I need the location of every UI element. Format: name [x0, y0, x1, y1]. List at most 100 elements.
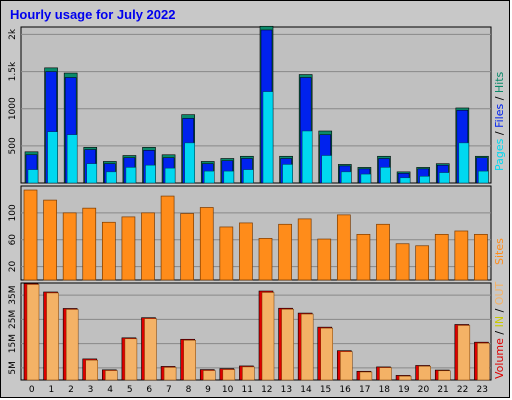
bar-sites	[101, 221, 116, 281]
bar-sites	[376, 223, 390, 281]
bar-out	[144, 318, 157, 381]
plot-area	[20, 185, 492, 281]
bar-out	[242, 366, 255, 381]
x-tick-label: 6	[146, 385, 152, 395]
bar-out	[163, 367, 177, 381]
legend-item: /	[493, 305, 506, 316]
legend-sites: Sites	[493, 238, 506, 265]
bar-pages	[478, 170, 489, 184]
bar-pages	[184, 142, 195, 184]
bar-sites	[278, 223, 292, 281]
plot-area	[20, 26, 492, 184]
y-tick-label: 15M	[8, 334, 18, 353]
bar-out	[222, 369, 236, 381]
x-tick-label: 11	[241, 385, 252, 395]
x-tick-label: 14	[300, 385, 312, 395]
bar-pages	[86, 163, 97, 184]
y-tick-label: 2k	[8, 28, 18, 40]
bar-out	[46, 292, 59, 381]
bar-pages	[282, 164, 293, 184]
bar-sites	[121, 216, 136, 281]
bar-sites	[23, 189, 38, 281]
bar-sites	[219, 226, 234, 281]
legend-item: Sites	[493, 238, 506, 265]
legend-item: Pages	[493, 138, 506, 171]
bar-sites	[258, 238, 273, 281]
bar-out	[457, 325, 471, 381]
x-tick-label: 16	[339, 385, 351, 395]
x-tick-label: 23	[476, 385, 487, 395]
x-tick-label: 18	[379, 385, 391, 395]
x-tick-label: 7	[166, 385, 172, 395]
bar-pages	[106, 171, 117, 184]
bar-sites	[239, 222, 253, 281]
x-tick-label: 8	[186, 385, 192, 395]
bar-out	[261, 292, 275, 381]
bar-sites	[199, 207, 214, 281]
x-tick-label: 9	[205, 385, 211, 395]
bar-sites	[395, 243, 410, 281]
bar-pages	[399, 177, 411, 184]
x-tick-label: 20	[418, 385, 430, 395]
y-tick-label: 1.5k	[8, 61, 18, 81]
bar-pages	[341, 171, 352, 184]
x-tick-label: 4	[107, 385, 113, 395]
bar-pages	[164, 167, 176, 184]
bar-pages	[321, 155, 332, 184]
x-tick-label: 21	[437, 385, 448, 395]
bar-pages	[125, 167, 137, 184]
x-tick-label: 17	[359, 385, 370, 395]
bar-pages	[66, 134, 78, 184]
legend-item: Hits	[493, 71, 506, 93]
y-tick-label: 5M	[8, 361, 18, 375]
bar-out	[105, 370, 118, 381]
plot-area	[20, 282, 492, 381]
bar-pages	[419, 176, 430, 184]
y-tick-label: 1000	[8, 97, 18, 120]
bar-sites	[82, 207, 97, 281]
bar-out	[281, 308, 294, 381]
bar-out	[418, 365, 431, 381]
legend-volume-in-out: Volume / IN / OUT	[493, 281, 506, 379]
bar-out	[340, 351, 353, 381]
bar-sites	[317, 238, 332, 281]
legend-item: IN	[493, 316, 506, 327]
bar-out	[477, 342, 490, 381]
bar-pages	[439, 172, 450, 184]
bar-out	[26, 284, 40, 381]
bar-pages	[27, 169, 39, 184]
bar-pages	[380, 167, 391, 184]
bar-sites	[415, 245, 430, 281]
x-tick-label: 3	[88, 385, 94, 395]
bar-pages	[458, 142, 470, 184]
bar-out	[320, 327, 333, 381]
bar-sites	[297, 218, 312, 281]
y-tick-label: 20	[8, 261, 18, 273]
bar-sites	[180, 213, 195, 281]
bar-sites	[141, 212, 155, 281]
legend-item: /	[493, 128, 506, 139]
legend-item: Files	[493, 104, 506, 128]
x-tick-label: 22	[457, 385, 468, 395]
x-tick-label: 0	[29, 385, 35, 395]
bar-out	[203, 370, 216, 381]
x-tick-label: 13	[281, 385, 292, 395]
bar-pages	[301, 130, 313, 184]
x-tick-label: 12	[261, 385, 272, 395]
bar-pages	[360, 173, 372, 184]
x-tick-label: 15	[320, 385, 331, 395]
bar-sites	[434, 233, 449, 281]
legend-item: OUT	[493, 281, 506, 305]
legend-item: /	[493, 327, 506, 338]
bar-pages	[204, 170, 215, 184]
y-tick-label: 25M	[8, 310, 18, 329]
legend-item: /	[493, 93, 506, 104]
x-tick-label: 5	[127, 385, 133, 395]
y-tick-label: 100	[8, 204, 18, 221]
bar-pages	[145, 164, 156, 184]
x-tick-label: 1	[49, 385, 55, 395]
chart-title: Hourly usage for July 2022	[10, 7, 176, 22]
bar-sites	[474, 233, 488, 281]
